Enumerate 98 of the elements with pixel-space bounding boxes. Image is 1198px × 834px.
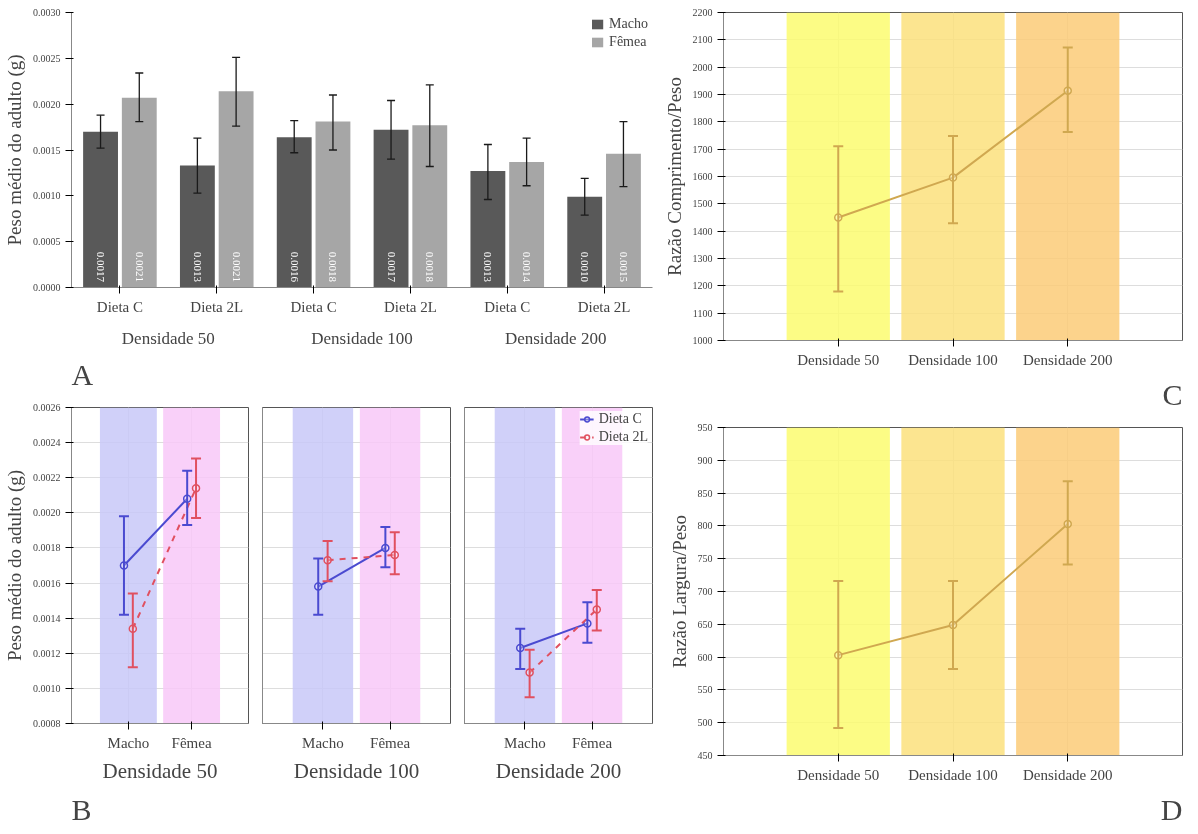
y-tick-label: 600 xyxy=(697,651,713,663)
bar xyxy=(373,129,409,288)
data-label: 0.0021 xyxy=(133,251,146,282)
y-tick-label: 0.0025 xyxy=(33,52,61,64)
bar xyxy=(509,161,545,288)
y-axis-title: Peso médio do adulto (g) xyxy=(4,469,26,662)
data-label: 0.0017 xyxy=(95,251,108,283)
y-tick-label: 450 xyxy=(697,750,713,761)
y-tick-label: 0.0024 xyxy=(33,437,61,449)
y-tick-label: 1300 xyxy=(692,253,713,264)
legend-label: Macho xyxy=(609,16,648,32)
y-tick-label: 1900 xyxy=(692,89,713,100)
y-tick-label: 0.0016 xyxy=(33,577,61,589)
y-tick-label: 1000 xyxy=(692,335,713,346)
y-tick-label: 1500 xyxy=(692,198,713,210)
text: Densidade 200 xyxy=(504,328,607,348)
y-tick-label: 0.0020 xyxy=(33,507,61,519)
x-tick-label: Densidade 50 xyxy=(797,351,880,368)
text: Densidade 50 xyxy=(121,328,215,348)
x-tick-label: Densidade 100 xyxy=(908,351,998,368)
text: A xyxy=(71,357,94,391)
bar xyxy=(218,91,254,288)
x-tick-label: Macho xyxy=(302,734,344,751)
bar xyxy=(412,125,448,288)
y-tick-label: 0.0010 xyxy=(33,190,61,202)
legend-label: Dieta C xyxy=(598,411,642,427)
y-tick-label: 850 xyxy=(697,487,713,499)
data-label: 0.0013 xyxy=(191,251,204,283)
x-tick-label: Dieta 2L xyxy=(383,298,437,315)
y-tick-label: 0.0030 xyxy=(33,7,61,18)
y-tick-label: 2200 xyxy=(692,7,713,18)
data-label: 0.0017 xyxy=(385,251,398,283)
y-tick-label: 800 xyxy=(697,520,713,532)
y-tick-label: 0.0000 xyxy=(33,282,61,293)
x-tick-label: Dieta C xyxy=(290,298,337,315)
bar xyxy=(276,137,312,288)
y-tick-label: 2000 xyxy=(692,61,713,73)
y-tick-label: 750 xyxy=(697,553,713,565)
y-tick-label: 1400 xyxy=(692,225,713,237)
y-tick-label: 0.0018 xyxy=(33,542,61,554)
y-tick-label: 0.0008 xyxy=(33,718,61,729)
y-tick-label: 950 xyxy=(697,422,713,433)
data-label: 0.0016 xyxy=(288,251,301,283)
x-tick-label: Fêmea xyxy=(572,734,613,751)
data-label: 0.0015 xyxy=(617,251,630,283)
x-tick-label: Dieta 2L xyxy=(190,298,244,315)
bar xyxy=(315,121,351,288)
text: B xyxy=(71,792,92,826)
data-label: 0.0018 xyxy=(327,251,340,283)
y-tick-label: 0.0022 xyxy=(33,472,61,484)
y-tick-label: 1200 xyxy=(692,280,713,292)
x-tick-label: Dieta 2L xyxy=(577,298,631,315)
x-tick-label: Densidade 50 xyxy=(797,766,880,783)
bar xyxy=(606,153,641,288)
bar xyxy=(470,171,506,288)
data-label: 0.0014 xyxy=(521,251,534,283)
y-tick-label: 900 xyxy=(697,454,713,466)
x-tick-label: Fêmea xyxy=(370,734,411,751)
x-tick-label: Densidade 200 xyxy=(1022,766,1113,783)
x-tick-label: Densidade 100 xyxy=(908,766,998,783)
y-tick-label: 0.0020 xyxy=(33,98,61,110)
data-label: 0.0018 xyxy=(424,251,437,283)
y-tick-label: 0.0005 xyxy=(33,236,61,248)
data-label: 0.0010 xyxy=(579,251,592,283)
y-tick-label: 1600 xyxy=(692,171,713,182)
y-tick-label: 550 xyxy=(697,684,713,696)
legend-label: Dieta 2L xyxy=(598,429,648,445)
y-tick-label: 0.0026 xyxy=(33,402,61,413)
y-tick-label: 1100 xyxy=(692,307,713,319)
y-tick-label: 0.0015 xyxy=(33,144,61,156)
y-tick-label: 500 xyxy=(697,717,713,729)
y-tick-label: 0.0014 xyxy=(33,612,61,624)
x-tick-label: Dieta C xyxy=(484,298,531,315)
x-tick-label: Densidade 200 xyxy=(1022,351,1113,368)
text: Densidade 100 xyxy=(311,328,413,348)
y-axis-title: Peso médio do adulto (g) xyxy=(4,54,26,246)
bar xyxy=(83,131,118,288)
y-axis-title: Razão Largura/Peso xyxy=(668,514,690,669)
bar xyxy=(179,165,215,288)
text: D xyxy=(1160,792,1183,826)
y-tick-label: 0.0010 xyxy=(33,682,61,694)
x-tick-label: Dieta C xyxy=(96,298,144,315)
data-label: 0.0021 xyxy=(230,251,243,282)
x-tick-label: Macho xyxy=(504,734,546,751)
y-tick-label: 1700 xyxy=(692,143,713,155)
y-tick-label: 650 xyxy=(697,618,713,630)
bar xyxy=(567,196,603,288)
bar xyxy=(121,97,157,288)
x-tick-label: Macho xyxy=(107,734,150,751)
y-tick-label: 1800 xyxy=(692,116,713,128)
y-tick-label: 700 xyxy=(697,586,713,597)
legend-label: Fêmea xyxy=(609,34,647,50)
x-tick-label: Fêmea xyxy=(171,734,212,751)
y-axis-title: Razão Comprimento/Peso xyxy=(663,77,685,276)
y-tick-label: 2100 xyxy=(692,34,713,46)
data-label: 0.0013 xyxy=(482,251,495,283)
text: C xyxy=(1162,377,1183,411)
y-tick-label: 0.0012 xyxy=(33,647,61,659)
